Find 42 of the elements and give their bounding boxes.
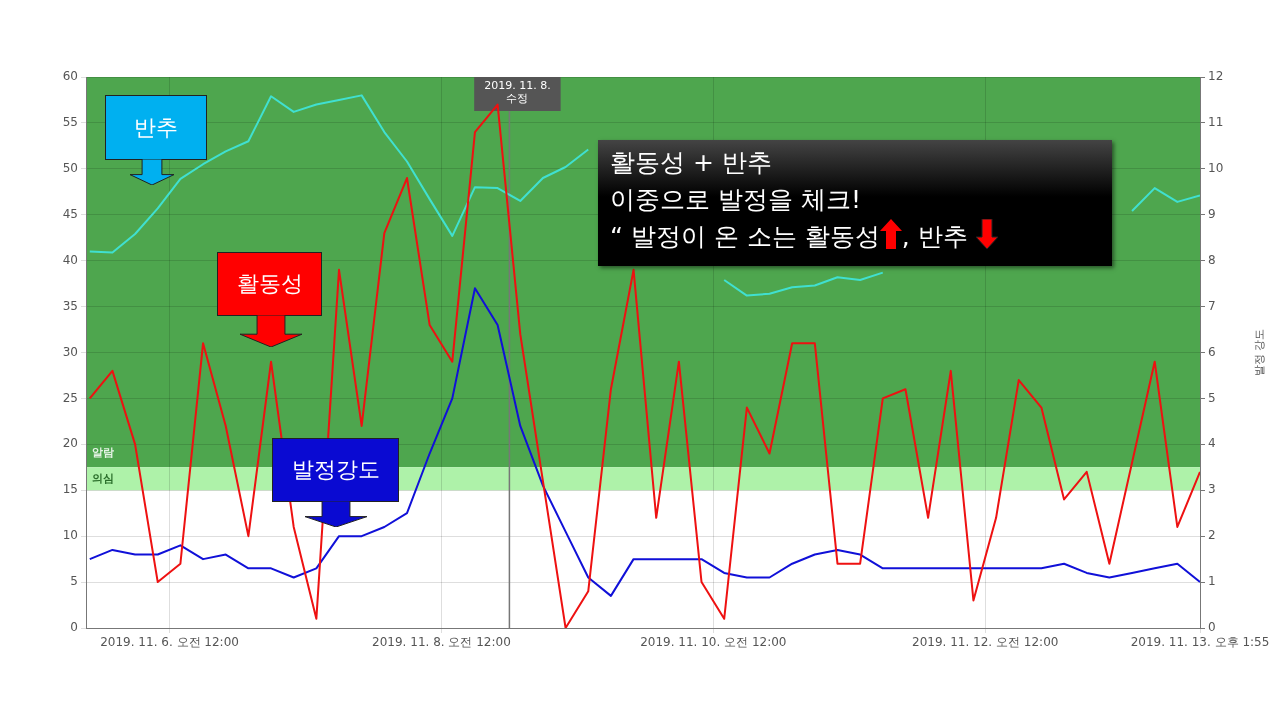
annotation: , 반추 — [901, 222, 968, 251]
y-tick-label: 25 — [62, 390, 78, 405]
y2-tick-label: 9 — [1208, 206, 1216, 221]
y-tick-label: 45 — [62, 206, 78, 221]
y-tick-label: 10 — [62, 528, 78, 543]
y-tick-label: 5 — [70, 574, 78, 589]
y2-tick-label: 8 — [1208, 252, 1216, 267]
y-tick-label: 0 — [70, 620, 78, 635]
y-tick-label: 50 — [62, 160, 78, 175]
y-tick-label: 20 — [62, 436, 78, 451]
x-tick-label: 2019. 11. 10. 오전 12:00 — [640, 635, 787, 650]
y2-tick-label: 7 — [1208, 298, 1216, 313]
x-tick-label: 2019. 11. 12. 오전 12:00 — [912, 635, 1059, 650]
band-label: 알람 — [92, 446, 114, 460]
annotation: 이중으로 발정을 체크! — [610, 184, 862, 216]
x-tick-label: 2019. 11. 8. 오전 12:00 — [372, 635, 511, 650]
annotation: 활동성 + 반추 — [610, 147, 773, 179]
y2-tick-label: 2 — [1208, 528, 1216, 543]
y2-axis-title: 발정 강도 — [1252, 328, 1266, 377]
y2-tick-label: 12 — [1208, 69, 1224, 84]
y-tick-label: 40 — [62, 252, 78, 267]
y2-tick-label: 0 — [1208, 620, 1216, 635]
y2-tick-label: 5 — [1208, 390, 1216, 405]
annotation: “ 발정이 온 소는 활동성 — [610, 222, 880, 251]
y-tick-label: 60 — [62, 69, 78, 84]
x-tick-label: 2019. 11. 13. 오후 1:55 — [1130, 635, 1270, 650]
series-label: 발정강도 — [272, 438, 399, 502]
x-tick-label: 2019. 11. 6. 오전 12:00 — [100, 635, 239, 650]
y-tick-label: 30 — [62, 344, 78, 359]
y2-tick-label: 6 — [1208, 344, 1216, 359]
y-tick-label: 15 — [62, 482, 78, 497]
y-tick-label: 55 — [62, 115, 78, 130]
y-tick-label: 35 — [62, 298, 78, 313]
y2-tick-label: 10 — [1208, 160, 1224, 175]
y2-tick-label: 1 — [1208, 574, 1216, 589]
band-label: 의심 — [92, 471, 114, 485]
y2-tick-label: 4 — [1208, 436, 1216, 451]
ref-line-label: 2019. 11. 8. 수정 — [484, 79, 551, 106]
series-label: 반추 — [105, 95, 207, 160]
series-label: 활동성 — [217, 252, 322, 316]
y2-tick-label: 11 — [1208, 115, 1224, 130]
y2-tick-label: 3 — [1208, 482, 1216, 497]
